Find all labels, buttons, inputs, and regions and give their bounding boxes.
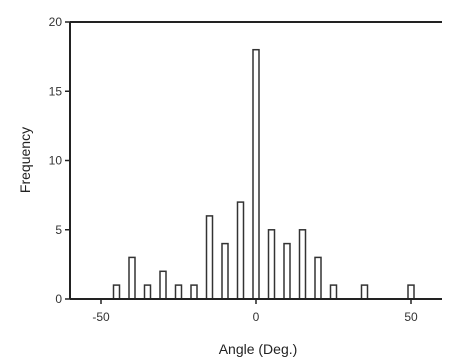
y-axis-label: Frequency <box>17 127 33 193</box>
bar-35 <box>360 284 369 300</box>
y-tick-label: 10 <box>49 154 63 168</box>
bar-50 <box>407 284 415 300</box>
bar-5 <box>267 229 276 300</box>
y-tick-label: 20 <box>49 15 63 29</box>
y-ticks-group: 0 5 10 15 20 <box>49 15 70 306</box>
bar--35 <box>143 284 152 300</box>
x-ticks-group: -50 0 50 <box>92 299 418 324</box>
x-tick-label: 50 <box>404 310 418 324</box>
bar--25 <box>174 284 183 300</box>
bar--40 <box>128 256 136 300</box>
bar--15 <box>205 215 214 300</box>
bar-25 <box>329 284 338 300</box>
bar--30 <box>159 270 167 300</box>
x-axis-label: Angle (Deg.) <box>219 341 298 357</box>
y-tick-label: 5 <box>55 223 62 237</box>
x-tick-label: -50 <box>92 310 110 324</box>
bar-15 <box>298 229 307 300</box>
bar-10 <box>283 242 291 300</box>
bar--20 <box>190 284 198 300</box>
y-tick-label: 0 <box>55 292 62 306</box>
bar--10 <box>221 242 229 300</box>
bar--45 <box>112 284 121 300</box>
y-tick-label: 15 <box>49 84 63 98</box>
bar--5 <box>236 201 245 300</box>
x-tick-label: 0 <box>253 310 260 324</box>
bar-20 <box>314 256 322 300</box>
bar-0 <box>252 48 260 300</box>
